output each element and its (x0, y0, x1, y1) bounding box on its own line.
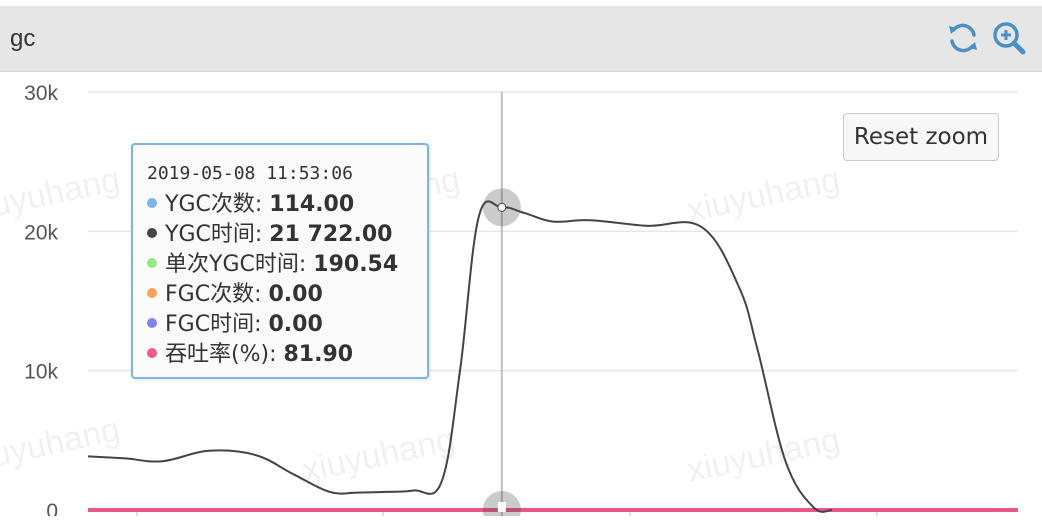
watermark-text: xiuyuhang (299, 420, 459, 489)
tooltip-row: FGC次数: 0.00 (147, 280, 427, 310)
panel-title: gc (10, 25, 36, 52)
tooltip-row-label: 单次YGC时间: (165, 252, 314, 277)
watermark-text: xiuyuhang (0, 410, 123, 479)
series-layer (87, 200, 1018, 513)
hover-markers (482, 188, 521, 521)
zoom-button[interactable] (991, 20, 1027, 56)
series-color-dot (147, 228, 157, 238)
tooltip-row-label: YGC时间: (165, 222, 270, 247)
series-color-dot (147, 348, 157, 358)
chart-tooltip: 2019-05-08 11:53:06 YGC次数: 114.00 YGC时间:… (131, 143, 429, 379)
tooltip-row-value: 190.54 (313, 252, 399, 277)
tooltip-row-value: 21 722.00 (269, 222, 393, 247)
panel-header: gc (0, 6, 1042, 72)
series-line-ygc-time (87, 200, 833, 513)
tooltip-timestamp: 2019-05-08 11:53:06 (147, 163, 353, 184)
series-color-dot (147, 258, 157, 268)
tooltip-row-label: FGC次数: (165, 282, 269, 307)
series-color-dot (147, 288, 157, 298)
y-tick-label: 10k (24, 361, 58, 384)
y-tick-label: 0 (46, 500, 58, 516)
y-tick-label: 20k (24, 221, 58, 244)
series-color-dot (147, 318, 157, 328)
tooltip-row-label: FGC时间: (165, 312, 269, 337)
tooltip-row-value: 0.00 (268, 282, 323, 307)
y-tick-label: 30k (24, 82, 58, 105)
tooltip-row: YGC次数: 114.00 (147, 190, 427, 220)
tooltip-row-value: 0.00 (268, 312, 323, 337)
tooltip-row: 吞吐率(%): 81.90 (147, 340, 427, 370)
tooltip-row: FGC时间: 0.00 (147, 310, 427, 340)
refresh-icon (949, 23, 977, 53)
tooltip-row-label: YGC次数: (165, 192, 270, 217)
watermark-text: xiuyuhang (0, 160, 123, 229)
reset-zoom-button[interactable]: Reset zoom (843, 113, 999, 161)
watermark-text: xiuyuhang (684, 160, 844, 229)
refresh-button[interactable] (945, 20, 981, 56)
hover-point-ygc-time (497, 202, 507, 212)
hover-point-throughput (497, 502, 506, 512)
y-axis: 0 10k 20k 30k (24, 82, 58, 521)
series-color-dot (147, 198, 157, 208)
tooltip-row-value: 114.00 (269, 192, 355, 217)
zoom-in-icon (993, 22, 1026, 55)
tooltip-row: 单次YGC时间: 190.54 (147, 250, 427, 280)
tooltip-row-value: 81.90 (283, 342, 354, 367)
tooltip-row-label: 吞吐率(%): (165, 342, 284, 367)
watermark-text: xiuyuhang (684, 420, 844, 489)
tooltip-row: YGC时间: 21 722.00 (147, 220, 427, 250)
